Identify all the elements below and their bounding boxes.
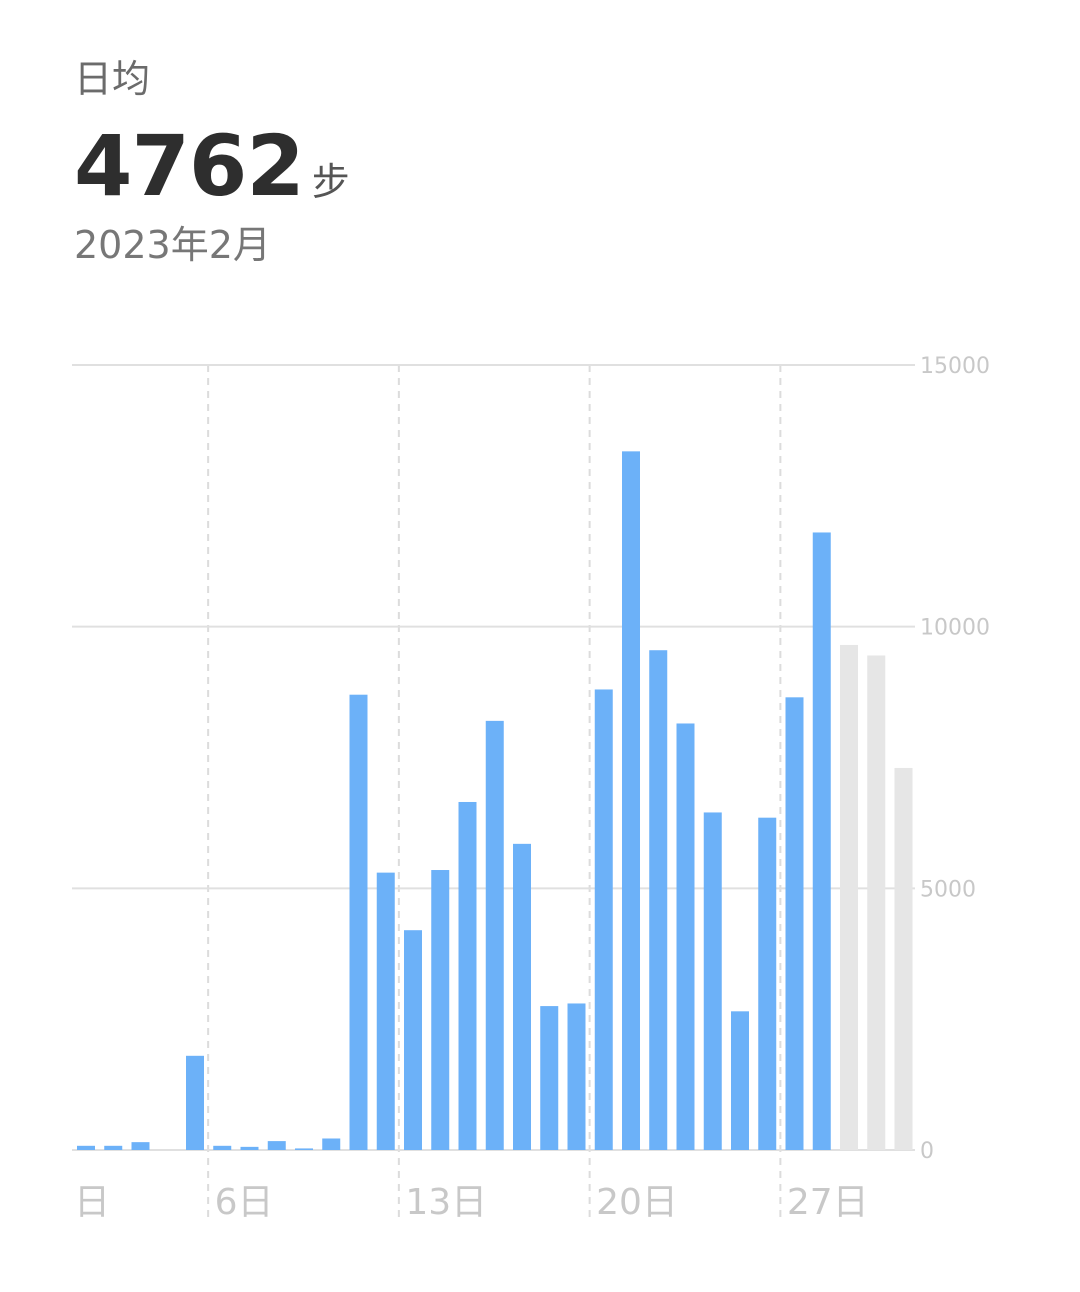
day-steps-bar [104,1145,123,1150]
day-steps-bar [267,1141,286,1150]
day-steps-bar [649,650,668,1150]
day-steps-bar [676,723,695,1150]
day-steps-bar [431,870,450,1150]
steps-unit: 步 [311,160,350,204]
x-tick-label: 6日 [215,1182,274,1223]
future-day-bar [840,644,858,1150]
day-steps-bar [785,697,804,1150]
steps-bar-chart[interactable]: 15000 10000 5000 0 日 6日 13日 20日 27日 [0,330,1080,1250]
future-day-bar [894,767,913,1150]
day-steps-bar [186,1055,204,1150]
day-steps-bar [376,872,395,1150]
day-steps-bar [485,720,504,1150]
day-steps-bar [731,1011,749,1150]
future-day-bar [867,655,886,1150]
day-steps-bar [758,817,777,1150]
average-value-row: 4762 步 [74,124,350,208]
day-steps-bar [131,1142,150,1150]
day-steps-bar [703,812,722,1150]
average-steps-value: 4762 [74,117,305,215]
day-steps-bar [404,930,422,1150]
y-tick-label: 5000 [920,877,976,902]
x-tick-label: 日 [74,1182,110,1223]
day-steps-bar [295,1148,313,1150]
y-tick-label: 0 [920,1139,934,1164]
y-tick-label: 15000 [920,354,990,379]
day-steps-bar [240,1146,259,1150]
x-tick-label: 13日 [405,1182,487,1223]
day-steps-bar [622,451,640,1151]
x-tick-label: 27日 [787,1182,869,1223]
day-steps-bar [812,532,831,1150]
daily-average-label: 日均 [74,57,151,101]
day-steps-bar [567,1003,586,1150]
day-steps-bar [458,801,477,1150]
day-steps-bar [513,843,531,1150]
day-steps-bar [540,1006,559,1150]
period-label: 2023年2月 [74,223,271,267]
day-steps-bar [77,1145,95,1150]
x-tick-label: 20日 [596,1182,678,1223]
summary-header: 日均 4762 步 2023年2月 [74,60,350,264]
day-steps-bar [349,694,368,1150]
day-steps-bar [322,1138,341,1150]
y-tick-label: 10000 [920,616,990,641]
day-steps-bar [594,689,613,1150]
day-steps-bar [213,1145,232,1150]
